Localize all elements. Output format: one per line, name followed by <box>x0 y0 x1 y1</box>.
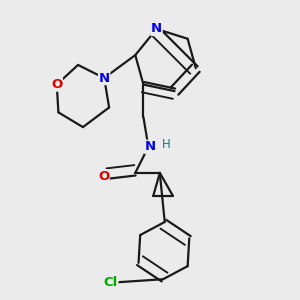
Text: N: N <box>144 140 156 153</box>
Text: Cl: Cl <box>103 276 118 289</box>
Text: N: N <box>99 71 110 85</box>
Text: N: N <box>151 22 162 35</box>
Text: O: O <box>51 78 62 91</box>
Text: H: H <box>162 138 171 151</box>
Text: O: O <box>98 170 109 183</box>
